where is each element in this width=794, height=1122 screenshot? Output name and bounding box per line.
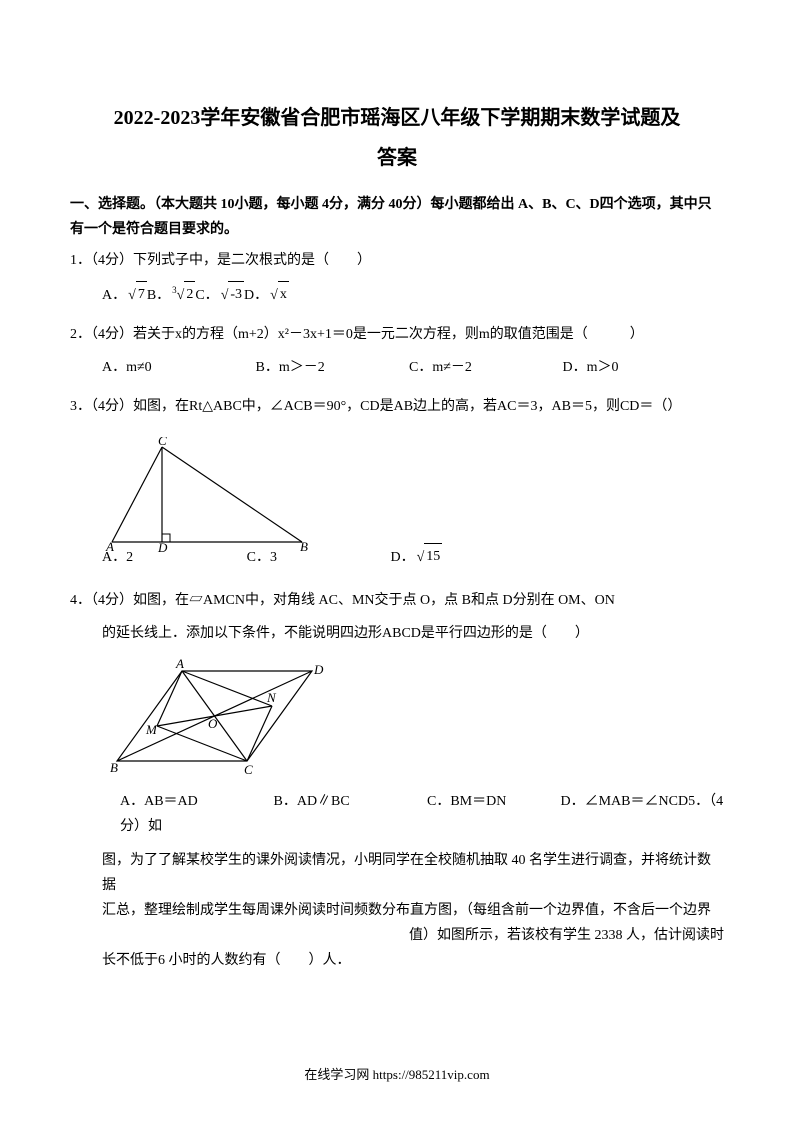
q5-line1: 图，为了了解某校学生的课外阅读情况，小明同学在全校随机抽取 40 名学生进行调查… (70, 848, 724, 898)
svg-text:N: N (266, 690, 277, 705)
q4-options: A．AB＝AD B．AD∥BC C．BM＝DN D．∠MAB＝∠NCD5．（4分… (70, 789, 724, 839)
page-title-line1: 2022-2023学年安徽省合肥市瑶海区八年级下学期期末数学试题及 (70, 100, 724, 136)
section-1-header: 一、选择题。（本大题共 10小题，每小题 4分，满分 40分）每小题都给出 A、… (70, 192, 724, 242)
q3-optC: C．3 (247, 550, 277, 565)
q5-line3: 值）如图所示，若该校有学生 2338 人，估计阅读时 (70, 923, 724, 948)
q4-optA: A．AB＝AD (120, 789, 270, 814)
q4-figure: A B C D M N O (102, 656, 724, 785)
question-2: 2．（4分）若关于x的方程（m+2）x²－3x+1＝0是一元二次方程，则m的取值… (70, 322, 724, 380)
q1-optD-val: x (278, 281, 289, 307)
q1-optD-prefix: D． (244, 288, 268, 303)
q2-optA: A．m≠0 (102, 355, 252, 380)
q1-optA-val: 7 (136, 281, 147, 307)
q5-line2: 汇总，整理绘制成学生每周课外阅读时间频数分布直方图，（每组含前一个边界值，不含后… (70, 898, 724, 923)
sqrt-icon: 2 (175, 282, 196, 308)
q5-line4: 长不低于6 小时的人数约有（ ）人． (70, 948, 724, 973)
q1-optC-prefix: C． (195, 288, 218, 303)
q1-optB-prefix: B． (147, 288, 170, 303)
question-3: 3．（4分）如图，在Rt△ABC中，∠ACB＝90°，CD是AB边上的高，若AC… (70, 394, 724, 582)
q3-optA: A．2 (102, 550, 133, 565)
question-1: 1．（4分）下列式子中，是二次根式的是（ ） A． 7 B．32 C． -3 D． x (70, 248, 724, 307)
q1-optB: B．32 (147, 282, 196, 308)
q3-optD-val: 15 (424, 543, 442, 569)
sqrt-icon: x (268, 282, 289, 308)
svg-text:C: C (244, 762, 253, 776)
svg-text:O: O (208, 716, 218, 731)
q3-optD: D． 15 (280, 544, 442, 570)
svg-text:B: B (110, 760, 118, 775)
q1-optD: D． x (244, 282, 289, 308)
q4-optC: C．BM＝DN (427, 789, 557, 814)
label-C: C (158, 437, 167, 448)
sqrt-icon: 7 (126, 282, 147, 308)
q1-optC: C． -3 (195, 282, 244, 308)
q1-optB-val: 2 (184, 281, 195, 307)
q1-optA-prefix: A． (102, 288, 126, 303)
q2-optB: B．m＞－2 (256, 355, 406, 380)
svg-text:M: M (145, 722, 158, 737)
q4-optB: B．AD∥BC (274, 789, 424, 814)
q2-options: A．m≠0 B．m＞－2 C．m≠－2 D．m＞0 (70, 355, 724, 380)
q3-text: 3．（4分）如图，在Rt△ABC中，∠ACB＝90°，CD是AB边上的高，若AC… (70, 394, 724, 419)
page-title-line2: 答案 (70, 140, 724, 176)
q1-optC-val: -3 (228, 281, 244, 307)
svg-text:D: D (313, 662, 324, 677)
triangle-diagram-icon: A B C D (102, 437, 312, 552)
q2-text: 2．（4分）若关于x的方程（m+2）x²－3x+1＝0是一元二次方程，则m的取值… (70, 322, 724, 347)
sqrt-icon: 15 (415, 544, 443, 570)
q4-optD: D．∠MAB＝∠NCD (561, 794, 689, 809)
question-4: 4．（4分）如图，在▱AMCN中，对角线 AC、MN交于点 O，点 B和点 D分… (70, 588, 724, 840)
parallelogram-diagram-icon: A B C D M N O (102, 656, 342, 776)
q4-text: 4．（4分）如图，在▱AMCN中，对角线 AC、MN交于点 O，点 B和点 D分… (70, 588, 724, 613)
sqrt-icon: -3 (219, 282, 244, 308)
q4-text2: 的延长线上．添加以下条件，不能说明四边形ABCD是平行四边形的是（ ） (70, 621, 724, 646)
q1-options: A． 7 B．32 C． -3 D． x (70, 282, 724, 308)
q3-optD-prefix: D． (390, 550, 414, 565)
question-5: 图，为了了解某校学生的课外阅读情况，小明同学在全校随机抽取 40 名学生进行调查… (70, 848, 724, 974)
q1-text: 1．（4分）下列式子中，是二次根式的是（ ） (70, 248, 724, 273)
svg-text:A: A (175, 656, 184, 671)
q2-optC: C．m≠－2 (409, 355, 559, 380)
page-footer: 在线学习网 https://985211vip.com (0, 1063, 794, 1086)
q2-optD: D．m＞0 (563, 355, 713, 380)
q1-optA: A． 7 (102, 282, 147, 308)
